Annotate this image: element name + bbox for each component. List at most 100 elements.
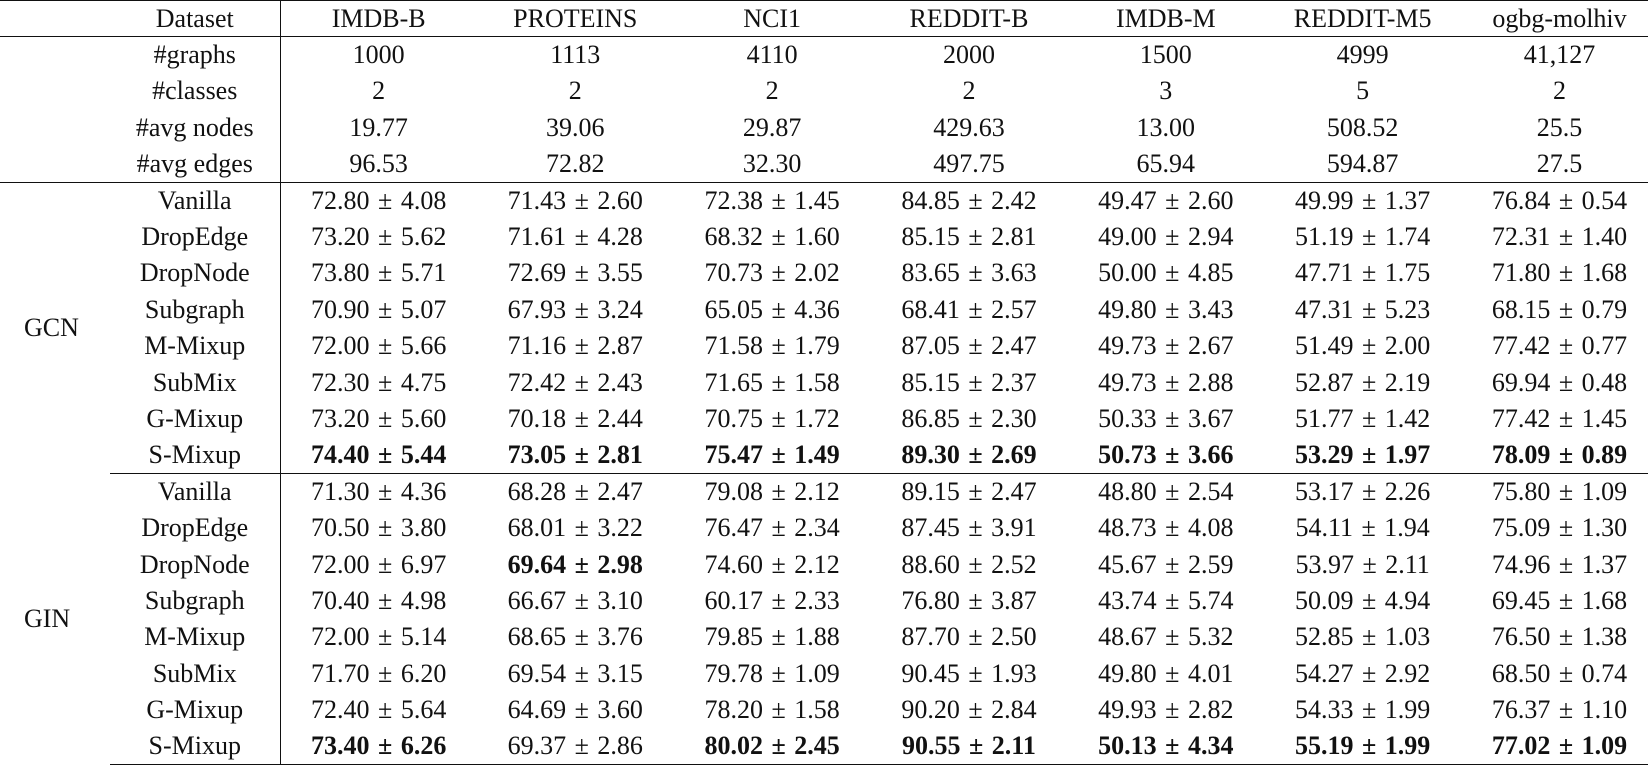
stat-value: 2: [962, 76, 976, 106]
plus-minus-symbol: ±: [378, 622, 393, 652]
result-cell: 83.65 ± 3.63: [871, 255, 1068, 291]
result-cell: 47.71 ± 1.75: [1264, 255, 1461, 291]
result-cell: 71.30 ± 4.36: [279, 473, 477, 510]
plus-minus-symbol: ±: [771, 222, 786, 252]
plus-minus-symbol: ±: [771, 367, 786, 397]
result-cell: 89.30 ± 2.69: [870, 437, 1068, 475]
result-cell: 49.47 ± 2.60: [1067, 182, 1264, 218]
stat-value: 19.77: [279, 109, 477, 147]
result-mean: 85.15: [901, 367, 960, 397]
plus-minus-symbol: ±: [771, 294, 786, 324]
result-mean: 67.93: [507, 294, 567, 324]
result-mean: 51.19: [1295, 222, 1354, 252]
result-row: SubMix 71.70 ± 6.20 69.54 ± 3.15 79.78 ± 1.…: [0, 655, 1648, 692]
result-std: 1.09: [794, 658, 840, 688]
result-std: 2.87: [597, 331, 643, 361]
result-mean: 54.33: [1295, 695, 1354, 725]
plus-minus-symbol: ±: [378, 185, 393, 215]
result-std: 4.94: [1384, 585, 1431, 615]
result-mean: 49.93: [1098, 695, 1157, 725]
result-std: 1.37: [1581, 549, 1628, 579]
plus-minus-symbol: ±: [1558, 294, 1574, 324]
result-std: 6.26: [400, 731, 447, 761]
result-cell: 49.00 ± 2.94: [1067, 219, 1264, 255]
result-mean: 68.41: [901, 294, 960, 324]
stat-value: 13.00: [1136, 112, 1196, 142]
stat-label: #avg nodes: [135, 112, 254, 142]
result-std: 1.03: [1384, 622, 1431, 652]
result-mean: 76.50: [1491, 622, 1551, 652]
result-mean: 53.29: [1295, 440, 1354, 470]
result-cell: 49.73 ± 2.67: [1067, 328, 1264, 364]
result-cell: 53.17 ± 2.26: [1264, 474, 1461, 510]
plus-minus-symbol: ±: [771, 440, 786, 470]
result-cell: 67.93 ± 3.24: [477, 292, 674, 328]
result-std: 1.68: [1581, 585, 1628, 615]
result-std: 1.40: [1581, 222, 1628, 252]
stat-value: 2: [568, 76, 582, 106]
plus-minus-symbol: ±: [574, 367, 589, 397]
result-mean: 71.58: [704, 331, 763, 361]
result-cell: 73.05 ± 2.81: [476, 437, 674, 475]
stat-value: 41,127: [1523, 40, 1596, 70]
result-std: 1.68: [1581, 258, 1628, 288]
plus-minus-symbol: ±: [1165, 258, 1180, 288]
result-mean: 50.13: [1098, 731, 1157, 761]
result-cell: 50.09 ± 4.94: [1264, 583, 1461, 619]
plus-minus-symbol: ±: [574, 513, 589, 543]
stat-value: 2: [279, 73, 477, 110]
plus-minus-symbol: ±: [378, 440, 393, 470]
result-std: 1.38: [1581, 622, 1628, 652]
plus-minus-symbol: ±: [574, 477, 589, 507]
stat-label: #classes: [152, 76, 238, 106]
plus-minus-symbol: ±: [1165, 731, 1180, 761]
plus-minus-symbol: ±: [378, 585, 393, 615]
result-std: 3.80: [400, 513, 447, 543]
result-std: 1.60: [794, 222, 840, 252]
result-row: G-Mixup 73.20 ± 5.60 70.18 ± 2.44 70.75 ± 1…: [0, 400, 1648, 438]
plus-minus-symbol: ±: [968, 695, 983, 725]
result-std: 2.43: [597, 367, 643, 397]
result-std: 1.09: [1581, 731, 1628, 761]
result-mean: 77.42: [1491, 403, 1551, 433]
plus-minus-symbol: ±: [1165, 331, 1180, 361]
result-mean: 79.08: [704, 477, 763, 507]
result-std: 2.88: [1187, 367, 1234, 397]
result-mean: 78.09: [1491, 440, 1551, 470]
plus-minus-symbol: ±: [1165, 549, 1180, 579]
stat-value: 497.75: [870, 146, 1068, 183]
result-row: DropEdge 73.20 ± 5.62 71.61 ± 4.28 68.32 ± …: [0, 218, 1648, 256]
result-std: 3.10: [597, 585, 643, 615]
result-mean: 48.80: [1098, 477, 1157, 507]
result-cell: 73.40 ± 6.26: [279, 728, 477, 766]
result-std: 2.69: [991, 440, 1037, 470]
result-std: 0.79: [1581, 294, 1628, 324]
plus-minus-symbol: ±: [771, 513, 786, 543]
result-cell: 64.69 ± 3.60: [477, 692, 674, 728]
result-cell: 52.85 ± 1.03: [1264, 619, 1461, 655]
result-std: 1.79: [794, 331, 840, 361]
result-std: 2.12: [794, 549, 840, 579]
result-std: 2.57: [991, 294, 1037, 324]
plus-minus-symbol: ±: [574, 185, 589, 215]
result-row: GCN Vanilla 72.80 ± 4.08 71.43 ± 2.60 72.38 …: [0, 182, 1648, 341]
result-std: 2.50: [991, 622, 1037, 652]
result-mean: 70.73: [704, 258, 763, 288]
result-mean: 80.02: [704, 731, 763, 761]
plus-minus-symbol: ±: [968, 185, 983, 215]
result-mean: 83.65: [901, 258, 960, 288]
result-row: DropEdge 70.50 ± 3.80 68.01 ± 3.22 76.47 ± …: [0, 509, 1648, 547]
stat-value: 3: [1159, 76, 1173, 106]
plus-minus-symbol: ±: [1362, 294, 1377, 324]
result-cell: 74.40 ± 5.44: [279, 437, 477, 475]
result-cell: 49.99 ± 1.37: [1264, 182, 1461, 218]
result-mean: 74.96: [1491, 549, 1551, 579]
result-std: 4.36: [794, 294, 840, 324]
plus-minus-symbol: ±: [378, 731, 393, 761]
plus-minus-symbol: ±: [771, 695, 786, 725]
stat-value: 32.30: [673, 146, 871, 183]
result-std: 0.74: [1581, 658, 1628, 688]
plus-minus-symbol: ±: [968, 658, 983, 688]
plus-minus-symbol: ±: [1558, 731, 1574, 761]
result-std: 5.44: [400, 440, 447, 470]
